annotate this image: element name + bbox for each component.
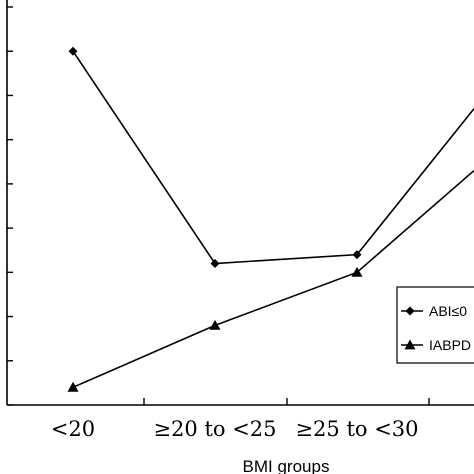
series-2 [67, 170, 474, 392]
data-point [351, 266, 363, 277]
series-line [72, 50, 474, 265]
series-layer [67, 46, 474, 392]
x-axis-title: BMI groups [243, 457, 330, 474]
tick-labels: <20 ≥20 to <25 ≥25 to <30 BMI groups [51, 417, 419, 474]
legend-box [396, 286, 474, 364]
data-point [67, 381, 79, 392]
legend-label: ABI≤0 [429, 303, 467, 319]
series-line [72, 170, 474, 389]
legend: ABI≤0 IABPD [396, 286, 474, 364]
data-point [352, 250, 362, 260]
legend-marker [404, 339, 416, 350]
x-tick-label: <20 [51, 417, 95, 441]
x-tick-label: ≥25 to <30 [295, 417, 418, 441]
axes [6, 0, 474, 406]
data-point [209, 319, 221, 330]
legend-marker [405, 306, 415, 316]
data-point [68, 46, 78, 56]
legend-label: IABPD [429, 337, 471, 353]
x-tick-label: ≥20 to <25 [153, 417, 276, 441]
data-point [210, 258, 220, 268]
series-1 [68, 46, 474, 268]
